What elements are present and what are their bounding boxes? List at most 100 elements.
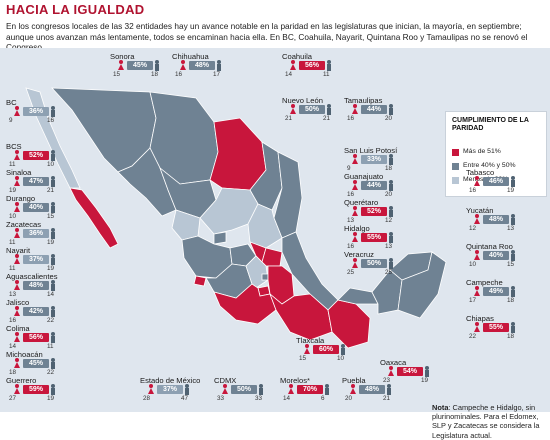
woman-figure-icon <box>14 202 20 214</box>
map-region-colima <box>193 275 207 287</box>
state-name: Zacatecas <box>6 220 42 229</box>
state-card: Chiapas 55% 22 18 <box>466 314 524 340</box>
state-name: Puebla <box>342 376 366 385</box>
state-percentage: 60% <box>313 345 339 354</box>
state-percentage: 45% <box>23 359 49 368</box>
state-name: Nuevo León <box>282 96 323 105</box>
state-card: Oaxaca 54% 23 19 <box>380 358 438 384</box>
women-count: 16 <box>347 191 355 198</box>
woman-figure-icon <box>352 232 358 244</box>
woman-figure-icon <box>288 384 294 396</box>
women-count: 15 <box>299 355 307 362</box>
women-count: 11 <box>9 161 16 168</box>
state-card: Nuevo León 50% 21 21 <box>282 96 340 122</box>
women-count: 9 <box>9 117 13 124</box>
women-count: 10 <box>9 213 17 220</box>
men-count: 18 <box>385 165 393 172</box>
women-count: 19 <box>9 187 17 194</box>
woman-figure-icon <box>14 176 20 188</box>
women-count: 16 <box>9 317 17 324</box>
woman-figure-icon <box>14 150 20 162</box>
man-figure-icon <box>510 322 516 334</box>
state-percentage: 36% <box>23 229 49 238</box>
state-name: Oaxaca <box>380 358 407 367</box>
map-region-bcs <box>69 187 119 249</box>
state-name: Nayarit <box>6 246 31 255</box>
state-card: Hidalgo 55% 16 13 <box>344 224 402 250</box>
man-figure-icon <box>154 60 160 72</box>
man-figure-icon <box>388 232 394 244</box>
state-name: Sonora <box>110 52 135 61</box>
men-count: 33 <box>255 395 263 402</box>
map-region-aguascalientes <box>213 231 227 245</box>
state-name: San Luis Potosí <box>344 146 398 155</box>
state-name: BCS <box>6 142 22 151</box>
man-figure-icon <box>340 344 346 356</box>
state-card: Colima 56% 14 11 <box>6 324 64 350</box>
women-count: 18 <box>9 369 17 376</box>
state-percentage: 37% <box>23 255 49 264</box>
man-figure-icon <box>388 104 394 116</box>
legend-swatch-low <box>452 177 459 184</box>
state-percentage: 40% <box>483 251 509 260</box>
men-count: 25 <box>385 269 393 276</box>
men-count: 10 <box>337 355 345 362</box>
map-region-coahuila <box>209 117 267 191</box>
men-count: 13 <box>507 225 515 232</box>
map-area: CUMPLIMIENTO DE LA PARIDAD Más de 51% En… <box>0 48 550 440</box>
state-name: Sinaloa <box>6 168 32 177</box>
state-card: Campeche 49% 17 18 <box>466 278 524 304</box>
women-count: 21 <box>285 115 293 122</box>
legend-swatch-mid <box>452 163 459 170</box>
man-figure-icon <box>50 306 56 318</box>
man-figure-icon <box>50 176 56 188</box>
legend-swatch-high <box>452 149 459 156</box>
state-percentage: 42% <box>23 307 49 316</box>
man-figure-icon <box>510 214 516 226</box>
women-count: 13 <box>347 217 355 224</box>
state-percentage: 52% <box>23 151 49 160</box>
state-card: Sonora 45% 15 18 <box>110 52 168 78</box>
state-percentage: 49% <box>483 287 509 296</box>
state-name: Guerrero <box>6 376 37 385</box>
man-figure-icon <box>324 384 330 396</box>
state-card: Morelos* 70% 14 6 <box>280 376 338 402</box>
woman-figure-icon <box>14 254 20 266</box>
state-percentage: 37% <box>157 385 183 394</box>
state-percentage: 50% <box>361 259 387 268</box>
women-count: 11 <box>9 239 16 246</box>
state-percentage: 56% <box>23 333 49 342</box>
state-name: Campeche <box>466 278 503 287</box>
man-figure-icon <box>388 258 394 270</box>
state-percentage: 54% <box>397 367 423 376</box>
women-count: 33 <box>217 395 225 402</box>
page-title: HACIA LA IGUALDAD <box>6 2 145 17</box>
men-count: 18 <box>507 297 515 304</box>
women-count: 13 <box>9 291 17 298</box>
woman-figure-icon <box>14 306 20 318</box>
state-name: Tabasco <box>466 168 495 177</box>
state-card: Quintana Roo 40% 10 15 <box>466 242 524 268</box>
women-count: 12 <box>469 225 477 232</box>
state-name: Estado de México <box>140 376 201 385</box>
man-figure-icon <box>50 358 56 370</box>
women-count: 14 <box>9 343 17 350</box>
state-card: San Luis Potosí 33% 9 18 <box>344 146 402 172</box>
woman-figure-icon <box>14 358 20 370</box>
woman-figure-icon <box>290 104 296 116</box>
women-count: 16 <box>347 115 355 122</box>
woman-figure-icon <box>352 206 358 218</box>
man-figure-icon <box>510 250 516 262</box>
women-count: 16 <box>175 71 183 78</box>
women-count: 27 <box>9 395 17 402</box>
state-name: BC <box>6 98 17 107</box>
state-percentage: 45% <box>127 61 153 70</box>
men-count: 22 <box>47 369 55 376</box>
women-count: 15 <box>113 71 121 78</box>
woman-figure-icon <box>352 180 358 192</box>
state-name: Colima <box>6 324 30 333</box>
state-percentage: 46% <box>483 177 509 186</box>
men-count: 19 <box>507 187 515 194</box>
state-percentage: 47% <box>23 177 49 186</box>
state-card: BCS 52% 11 10 <box>6 142 64 168</box>
